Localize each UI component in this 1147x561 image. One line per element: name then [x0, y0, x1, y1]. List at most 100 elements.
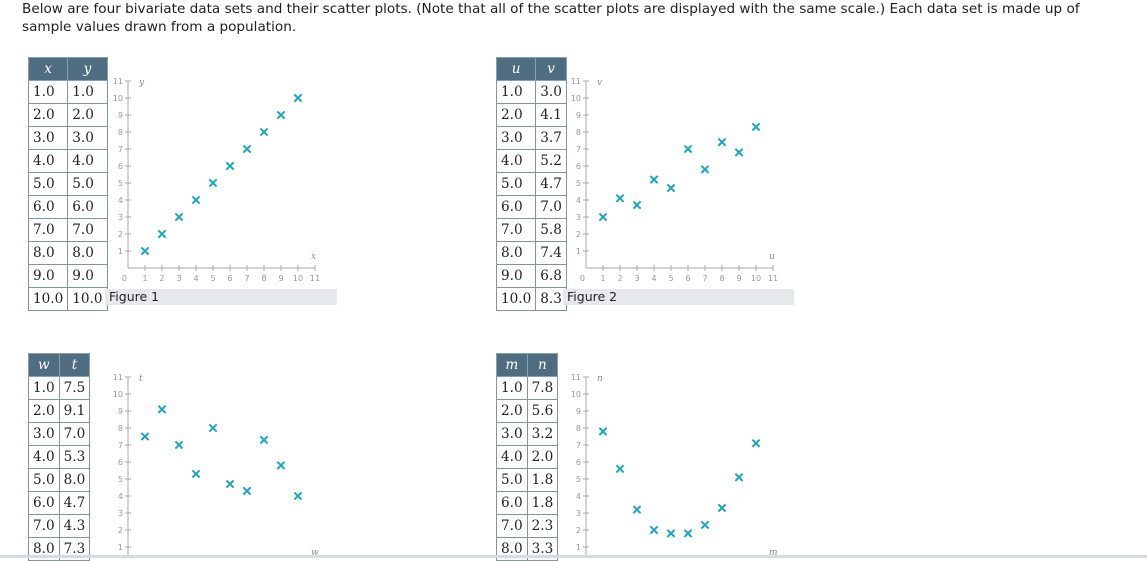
y-tick-label: 11 — [113, 77, 123, 86]
cell-v: 7.4 — [535, 241, 567, 265]
cell-y: 9.0 — [67, 264, 108, 288]
y-tick-label: 4 — [576, 492, 581, 501]
table-header-u: u — [495, 57, 537, 81]
x-axis-label: m — [769, 548, 778, 558]
cell-v: 4.1 — [535, 103, 567, 127]
data-point — [174, 212, 184, 222]
cell-t: 7.5 — [58, 376, 91, 400]
cell-x: 7.0 — [27, 218, 69, 242]
table-row: 2.0 9.1 — [28, 399, 91, 423]
cell-t: 9.1 — [58, 399, 91, 423]
y-axis-label: v — [597, 78, 602, 88]
x-tick-label: 11 — [768, 274, 778, 282]
data-point — [717, 503, 727, 513]
cell-u: 1.0 — [495, 80, 537, 104]
cell-w: 1.0 — [28, 376, 60, 400]
cell-u: 5.0 — [495, 172, 537, 196]
cell-x: 5.0 — [27, 172, 69, 196]
y-tick-label: 8 — [576, 128, 581, 137]
data-point — [225, 161, 235, 171]
figure-caption-1: Figure 1 — [105, 289, 337, 305]
table-header-t: t — [58, 353, 91, 377]
cell-w: 4.0 — [28, 445, 60, 469]
x-tick-label: 7 — [702, 274, 707, 282]
data-point — [649, 175, 659, 184]
scatter-plot-4: 1 2 3 4 5 6 7 8 9 10 11 n m — [571, 373, 778, 558]
table-row: 7.0 7.0 — [27, 218, 108, 242]
cell-w: 2.0 — [28, 399, 60, 423]
cell-t: 8.0 — [58, 468, 91, 492]
y-axis-label: t — [139, 374, 143, 384]
cell-y: 3.0 — [67, 126, 108, 150]
table-row: 6.0 6.0 — [27, 195, 108, 219]
data-point — [598, 212, 608, 222]
cell-u: 7.0 — [495, 218, 537, 242]
cell-n: 2.0 — [526, 445, 559, 469]
cell-n: 7.8 — [526, 376, 559, 400]
cell-x: 1.0 — [27, 80, 69, 104]
y-tick-label: 6 — [118, 162, 123, 171]
y-tick-label: 7 — [576, 441, 581, 450]
cell-u: 2.0 — [495, 103, 537, 127]
table-row: 5.0 8.0 — [28, 468, 91, 492]
table-row: 10.0 10.0 — [27, 287, 108, 311]
y-tick-label: 11 — [113, 373, 123, 382]
cell-v: 6.8 — [535, 264, 567, 288]
y-tick-label: 6 — [118, 458, 123, 467]
cell-u: 10.0 — [495, 287, 537, 311]
y-tick-label: 8 — [576, 424, 581, 433]
cell-v: 3.0 — [535, 80, 567, 104]
data-point — [276, 461, 286, 470]
cell-x: 9.0 — [27, 264, 69, 288]
data-point — [191, 469, 201, 479]
y-tick-label: 9 — [118, 111, 123, 120]
data-table-2: u v 1.0 3.0 2.0 4.1 3.0 3.7 4.0 5.2 5.0 4.7 6.0 7.0… — [495, 57, 567, 311]
cell-n: 5.6 — [526, 399, 559, 423]
y-tick-label: 2 — [576, 526, 581, 535]
data-point — [293, 93, 303, 103]
cell-w: 3.0 — [28, 422, 60, 446]
cell-m: 6.0 — [496, 491, 528, 515]
x-tick-label: 6 — [227, 274, 232, 282]
x-tick-label: 4 — [651, 274, 656, 282]
table-row: 4.0 2.0 — [496, 445, 559, 469]
cell-y: 8.0 — [67, 241, 108, 265]
data-point — [259, 127, 269, 137]
y-tick-label: 5 — [576, 179, 581, 188]
cell-m: 4.0 — [496, 445, 528, 469]
cell-u: 4.0 — [495, 149, 537, 173]
data-table-4: m n 1.0 7.8 2.0 5.6 3.0 3.2 4.0 2.0 5.0 1.8 6.0 1.8… — [496, 353, 559, 561]
x-tick-label: 4 — [193, 274, 198, 282]
cell-w: 6.0 — [28, 491, 60, 515]
x-tick-label: 9 — [736, 274, 741, 282]
cell-m: 2.0 — [496, 399, 528, 423]
table-row: 5.0 1.8 — [496, 468, 559, 492]
data-point — [242, 144, 252, 154]
x-tick-label: 7 — [244, 274, 249, 282]
cell-m: 7.0 — [496, 514, 528, 538]
origin-label: 0 — [580, 274, 585, 282]
y-tick-label: 5 — [118, 475, 123, 484]
table-row: 3.0 3.2 — [496, 422, 559, 446]
table-row: 8.0 8.0 — [27, 241, 108, 265]
y-tick-label: 11 — [571, 77, 581, 86]
data-point — [242, 486, 252, 496]
cell-x: 10.0 — [27, 287, 69, 311]
y-axis-label: y — [138, 78, 145, 88]
origin-label: 0 — [122, 274, 127, 282]
data-point — [649, 525, 659, 535]
y-tick-label: 8 — [118, 424, 123, 433]
table-row: 4.0 4.0 — [27, 149, 108, 173]
cell-u: 6.0 — [495, 195, 537, 219]
x-axis-label: u — [769, 252, 775, 262]
y-tick-label: 2 — [118, 230, 123, 239]
table-row: 3.0 7.0 — [28, 422, 91, 446]
cell-v: 5.2 — [535, 149, 567, 173]
table-row: 2.0 2.0 — [27, 103, 108, 127]
cell-n: 2.3 — [526, 514, 559, 538]
table-header-n: n — [526, 353, 559, 377]
table-row: 4.0 5.3 — [28, 445, 91, 469]
y-tick-label: 7 — [576, 145, 581, 154]
x-tick-label: 9 — [278, 274, 283, 282]
cell-n: 1.8 — [526, 491, 559, 515]
